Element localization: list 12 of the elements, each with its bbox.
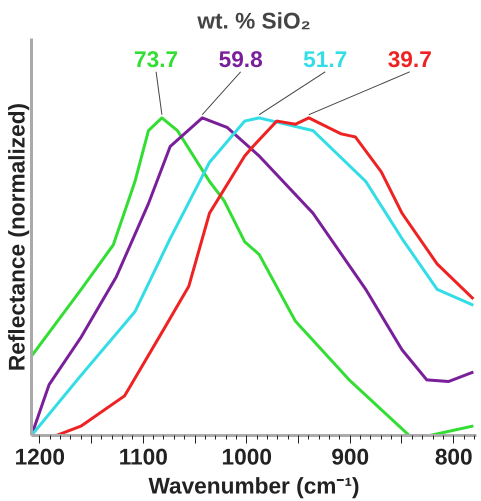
x-tick-label: 800 [434, 444, 473, 470]
x-tick-label: 1100 [118, 444, 168, 470]
x-tick-label: 1000 [222, 444, 272, 470]
text: 51.7 [303, 46, 348, 72]
text: 39.7 [388, 46, 432, 72]
x-tick-label: 900 [331, 444, 370, 470]
text: 73.7 [134, 46, 178, 72]
x-tick-label: 1200 [14, 444, 65, 470]
x-axis-title: Wavenumber (cm⁻¹) [148, 472, 360, 498]
text: 59.8 [218, 46, 263, 72]
chart-title: wt. % SiO₂ [196, 8, 311, 34]
y-axis-title: Reflectance (normalized) [4, 102, 30, 372]
